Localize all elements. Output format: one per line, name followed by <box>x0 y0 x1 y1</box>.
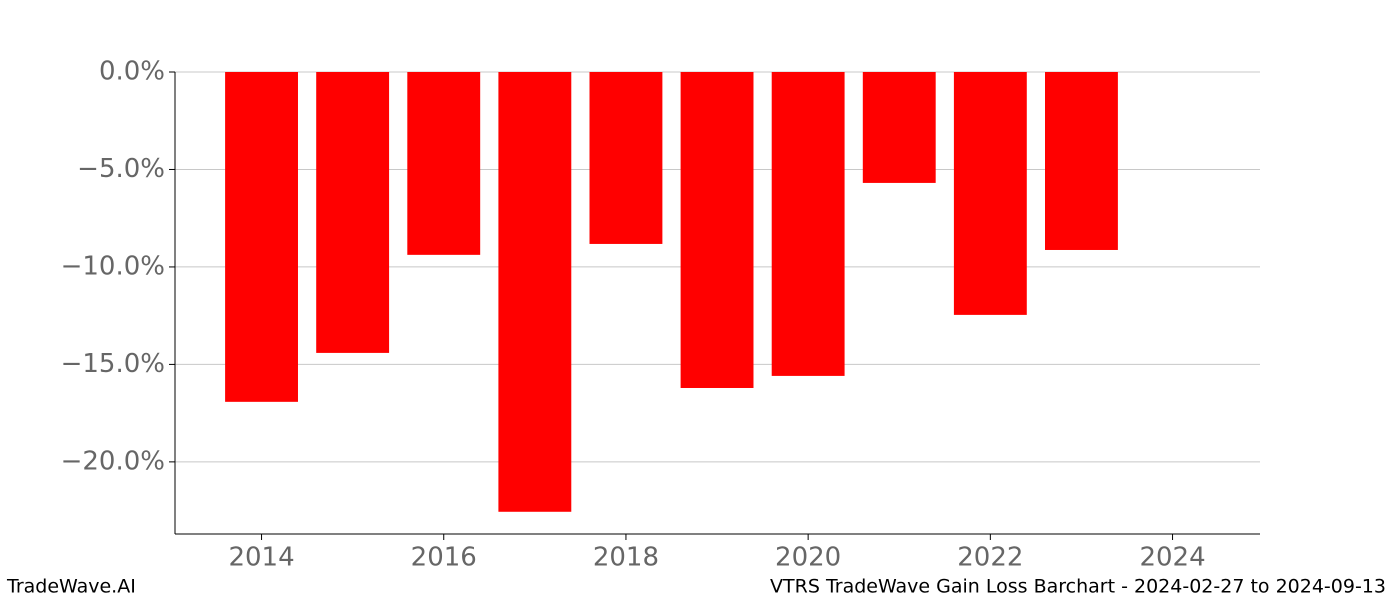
bar <box>1045 72 1118 250</box>
x-tick-label: 2020 <box>775 543 841 573</box>
y-tick-label: −15.0% <box>61 349 165 379</box>
bar <box>316 72 390 353</box>
y-tick-label: −20.0% <box>61 446 165 476</box>
bar <box>862 72 936 183</box>
x-tick-label: 2014 <box>228 543 294 573</box>
bar <box>680 72 754 388</box>
y-tick-label: 0.0% <box>99 57 165 87</box>
bar <box>407 72 481 255</box>
x-tick-label: 2022 <box>957 543 1023 573</box>
bar <box>225 72 298 402</box>
y-tick-label: −10.0% <box>61 251 165 281</box>
bar <box>771 72 845 376</box>
bar <box>589 72 663 244</box>
chart-title: VTRS TradeWave Gain Loss Barchart - 2024… <box>770 576 1386 598</box>
x-tick-label: 2016 <box>411 543 477 573</box>
x-tick-label: 2024 <box>1139 543 1205 573</box>
source-label: TradeWave.AI <box>6 576 136 598</box>
bar <box>498 72 572 512</box>
y-tick-label: −5.0% <box>77 154 165 184</box>
x-tick-label: 2018 <box>593 543 659 573</box>
bar <box>953 72 1027 315</box>
